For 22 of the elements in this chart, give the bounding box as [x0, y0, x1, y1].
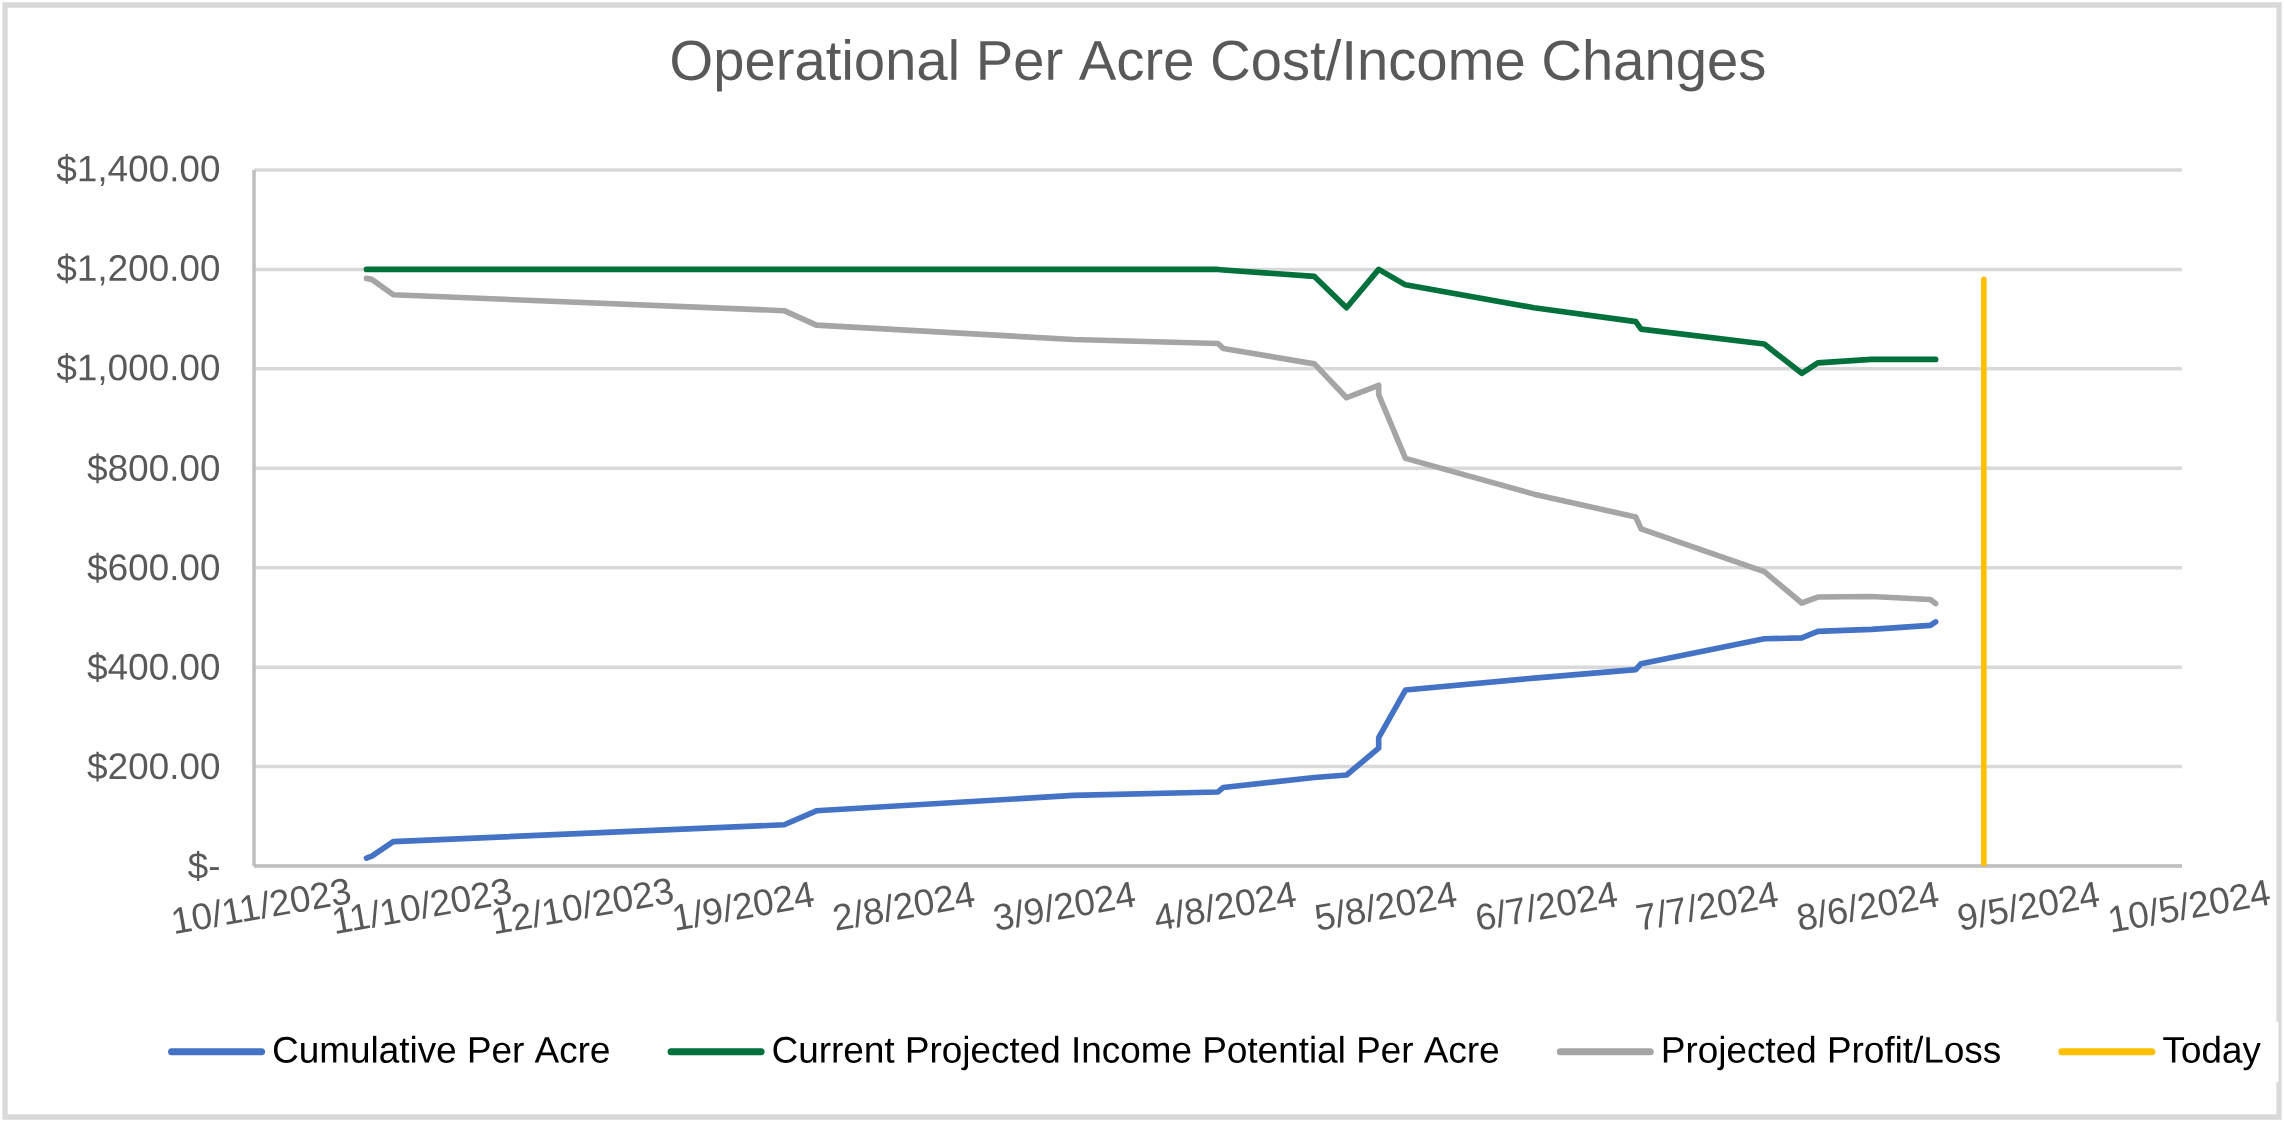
x-tick-label: 8/6/2024: [1797, 881, 1939, 930]
x-tick-label: 3/9/2024: [994, 881, 1136, 930]
y-tick-label: $1,400.00: [56, 154, 220, 187]
legend-label: Cumulative Per Acre: [274, 1035, 609, 1063]
x-tick-label: 2/8/2024: [833, 881, 975, 931]
x-tick-label: 6/7/2024: [1477, 881, 1618, 930]
x-tick-label: 7/7/2024: [1635, 881, 1778, 930]
x-tick-label: 1/9/2024: [674, 881, 814, 931]
y-tick-label: $400.00: [87, 652, 220, 683]
y-tick-label: $1,200.00: [56, 253, 220, 286]
chart-title: Operational Per Acre Cost/Income Changes: [672, 39, 1765, 92]
legend-label: Today: [2163, 1035, 2261, 1071]
y-tick-label: $800.00: [87, 453, 220, 484]
x-tick-label: 10/5/2024: [2110, 880, 2270, 933]
y-tick-label: $200.00: [87, 751, 220, 782]
x-tick-label: 5/8/2024: [1315, 881, 1457, 930]
y-tick-label: $1,000.00: [56, 352, 220, 385]
x-tick-label: 9/5/2024: [1958, 881, 2100, 930]
legend-label: Projected Profit/Loss: [1663, 1035, 2000, 1071]
legend-label: Current Projected Income Potential Per Acre: [773, 1035, 1498, 1071]
x-tick-label: 4/8/2024: [1155, 881, 1296, 929]
y-tick-label: $600.00: [87, 552, 220, 583]
